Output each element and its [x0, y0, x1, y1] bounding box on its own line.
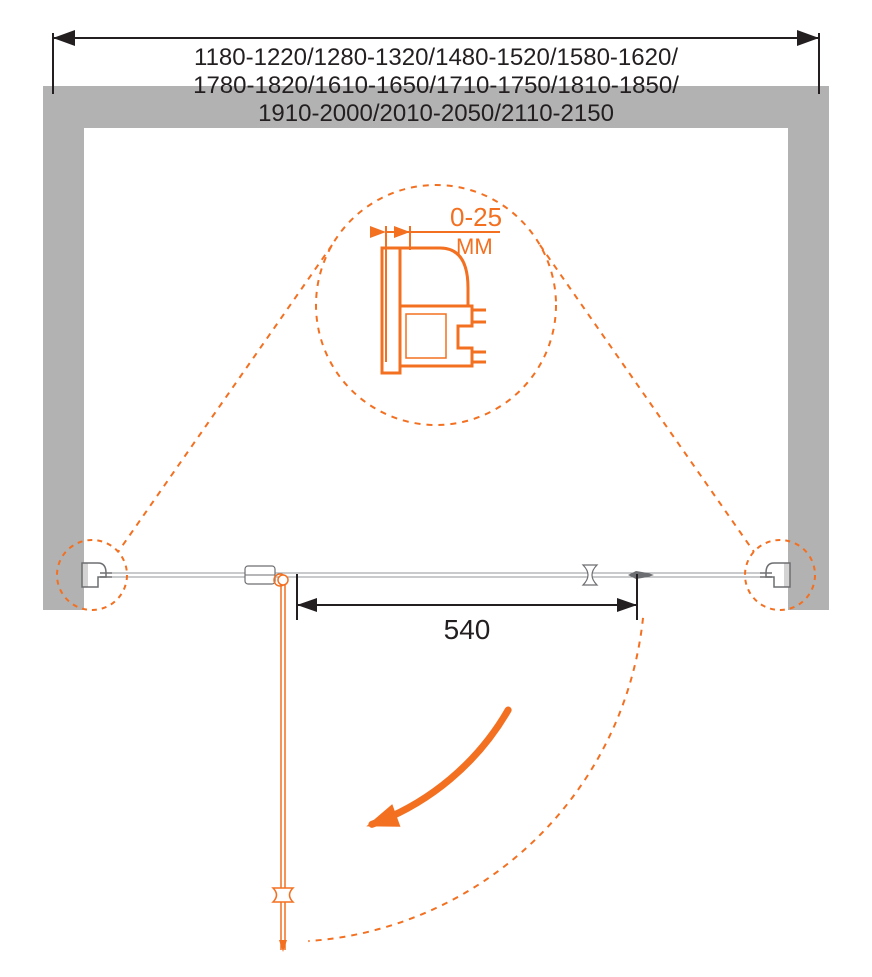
swing-arc — [308, 618, 643, 941]
top-dimension-text-1: 1780-1820/1610-1650/1710-1750/1810-1850/ — [193, 72, 679, 99]
callout-dim-label: 0-25 — [450, 202, 502, 232]
wall-bracket-right — [760, 563, 790, 587]
glass-track — [96, 573, 776, 577]
wall-right — [788, 86, 829, 610]
mid-roller — [583, 565, 597, 585]
top-dimension-text-0: 1180-1220/1280-1320/1480-1520/1580-1620/ — [194, 44, 678, 71]
swing-door — [273, 575, 293, 952]
callout-leader-right — [540, 245, 754, 552]
door-dimension-label: 540 — [444, 614, 491, 645]
swing-arrowhead — [366, 804, 400, 827]
top-dimension-text-2: 1910-2000/2010-2050/2110-2150 — [258, 100, 614, 127]
wall-bracket-left — [82, 563, 112, 587]
callout-dim-unit: ММ — [456, 234, 493, 259]
diagram-canvas: 1180-1220/1280-1320/1480-1520/1580-1620/… — [0, 0, 872, 977]
wall-left — [43, 86, 84, 610]
callout-leader-left — [118, 245, 332, 552]
mid-clip — [628, 571, 654, 579]
